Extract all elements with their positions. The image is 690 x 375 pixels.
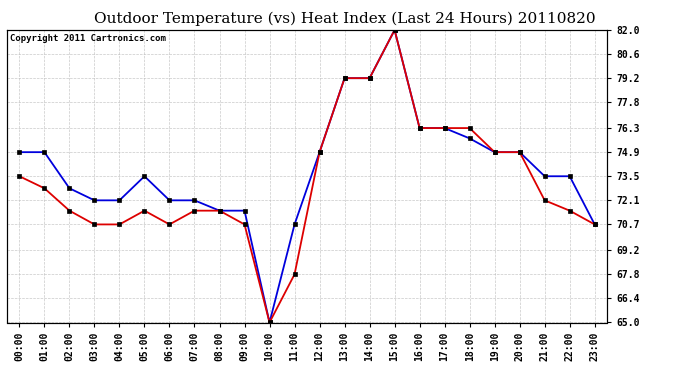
Text: Outdoor Temperature (vs) Heat Index (Last 24 Hours) 20110820: Outdoor Temperature (vs) Heat Index (Las… xyxy=(95,11,595,26)
Text: Copyright 2011 Cartronics.com: Copyright 2011 Cartronics.com xyxy=(10,34,166,44)
